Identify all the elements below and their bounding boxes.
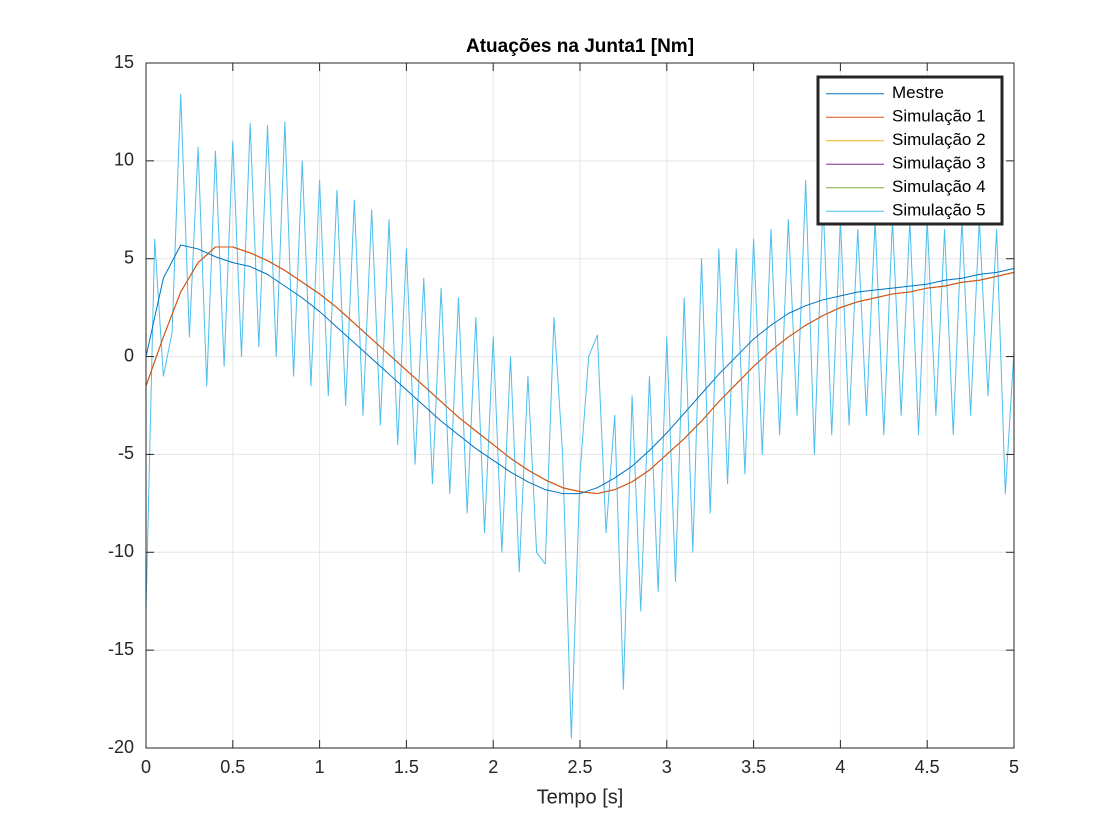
legend-label: Mestre	[892, 83, 944, 102]
legend-label: Simulação 1	[892, 107, 986, 126]
y-tick-label: 0	[124, 345, 134, 365]
series-line	[145, 246, 1015, 495]
series-line	[145, 244, 1015, 495]
x-tick-label: 1.5	[394, 757, 419, 777]
y-tick-label: -15	[108, 639, 134, 659]
y-tick-label: -10	[108, 541, 134, 561]
legend-box	[816, 75, 1004, 226]
x-tick-label: 2.5	[567, 757, 592, 777]
y-tick-label: 10	[114, 150, 134, 170]
x-tick-label: 5	[1009, 757, 1019, 777]
series-line	[145, 93, 1015, 739]
legend-label: Simulação 4	[892, 177, 986, 196]
legend-label: Simulação 3	[892, 154, 986, 173]
x-tick-label: 3.5	[741, 757, 766, 777]
legend-label: Simulação 2	[892, 130, 986, 149]
x-axis-label: Tempo [s]	[537, 786, 624, 808]
x-tick-label: 4	[835, 757, 845, 777]
axes-box	[145, 62, 1015, 749]
x-tick-label: 4.5	[915, 757, 940, 777]
y-tick-label: 5	[124, 247, 134, 267]
x-tick-label: 1	[315, 757, 325, 777]
legend-label: Simulação 5	[892, 201, 986, 220]
chart-title: Atuações na Junta1 [Nm]	[466, 36, 694, 57]
x-tick-label: 0	[141, 757, 151, 777]
x-tick-label: 3	[662, 757, 672, 777]
x-tick-label: 0.5	[220, 757, 245, 777]
x-tick-label: 2	[488, 757, 498, 777]
y-tick-label: -5	[118, 443, 134, 463]
y-tick-label: 15	[114, 52, 134, 72]
y-tick-label: -20	[108, 737, 134, 757]
